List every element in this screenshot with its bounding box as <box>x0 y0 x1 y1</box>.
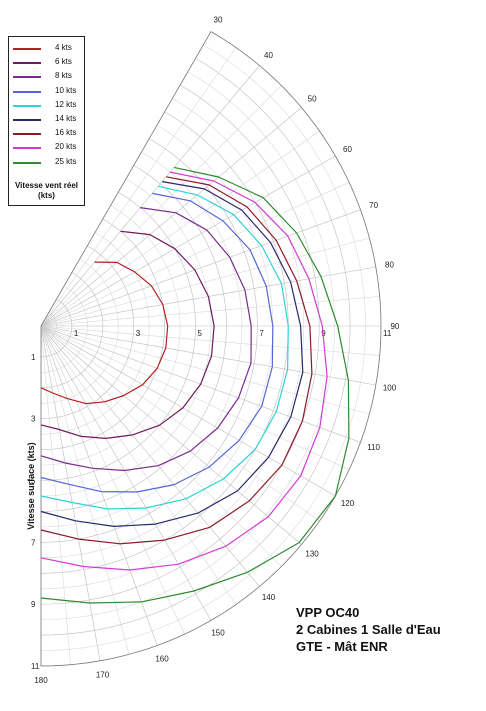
legend-label: 10 kts <box>55 85 77 95</box>
legend-label: 8 kts <box>55 71 72 81</box>
legend-swatch <box>13 90 41 93</box>
grid-spoke <box>41 325 302 545</box>
radial-tick-label: 11 <box>31 662 40 671</box>
radial-tick-label: 3 <box>31 415 36 424</box>
radial-tick-label: 1 <box>74 329 79 338</box>
angle-tick-label: 180 <box>34 676 48 685</box>
legend-label: 14 kts <box>55 114 77 123</box>
radial-tick-label: 5 <box>198 329 203 338</box>
grid-ring <box>41 58 351 636</box>
radial-tick-label: 11 <box>383 329 392 338</box>
angle-tick-label: 40 <box>264 51 273 60</box>
grid-group <box>41 31 381 667</box>
radial-tick-label: 3 <box>136 329 141 338</box>
angle-tick-label: 50 <box>308 95 317 104</box>
legend-label: 12 kts <box>55 99 77 109</box>
grid-spoke <box>41 325 237 605</box>
grid-spoke <box>41 325 376 386</box>
grid-ring <box>41 44 366 651</box>
legend: Vitesse vent réel (kts) 4 kts 6 kts 8 kts 1… <box>8 36 85 206</box>
legend-swatch <box>13 48 41 50</box>
grid-spoke <box>41 209 361 327</box>
angle-tick-label: 120 <box>341 499 355 508</box>
angle-tick-label: 90 <box>390 322 399 331</box>
grid-spoke <box>41 107 302 327</box>
angle-tick-label: 100 <box>383 384 397 393</box>
radial-tick-label: 7 <box>31 538 36 547</box>
grid-spoke <box>41 325 101 661</box>
radial-tick-label: 9 <box>321 329 326 338</box>
grid-ring <box>41 205 181 466</box>
grid-spoke <box>41 325 282 567</box>
radial-tick-label: 5 <box>31 477 36 486</box>
angle-tick-label: 150 <box>211 629 225 638</box>
series-curve <box>40 171 328 571</box>
grid-spoke <box>41 325 320 522</box>
radial-tick-label: 7 <box>259 329 264 338</box>
grid-ring <box>41 165 227 512</box>
grid-ring <box>41 178 212 497</box>
legend-label: 6 kts <box>55 57 72 67</box>
angle-tick-label: 160 <box>155 655 169 664</box>
grid-spoke <box>41 325 380 356</box>
legend-label: 4 kts <box>55 43 72 52</box>
angle-tick-label: 60 <box>343 145 352 154</box>
angle-tick-label: 110 <box>367 443 380 452</box>
angle-tick-label: 170 <box>96 671 110 680</box>
grid-spoke <box>41 130 320 327</box>
angle-tick-label: 70 <box>369 201 378 210</box>
legend-swatch <box>13 133 41 136</box>
grid-spoke <box>41 325 185 635</box>
radial-tick-label: 1 <box>31 353 36 362</box>
radial-tick-label: 9 <box>31 600 36 609</box>
legend-swatch <box>13 147 41 150</box>
legend-swatch <box>13 161 41 164</box>
title-line-1: VPP OC40 <box>296 605 360 620</box>
series-curve <box>40 207 252 472</box>
angle-tick-label: 80 <box>385 261 394 270</box>
angle-tick-label: 130 <box>305 550 319 559</box>
title-line-2: 2 Cabines 1 Salle d'Eau <box>296 622 441 637</box>
chart-title-block: VPP OC40 2 Cabines 1 Salle d'Eau GTE - M… <box>296 604 441 655</box>
legend-label: 25 kts <box>55 156 77 166</box>
grid-spoke <box>41 325 158 646</box>
grid-spoke <box>41 325 336 497</box>
grid-spoke <box>41 47 237 327</box>
grid-ring <box>41 71 335 620</box>
legend-title: Vitesse vent réel (kts) <box>14 181 78 200</box>
grid-spoke <box>41 325 370 415</box>
series-curve <box>40 192 274 493</box>
grid-spoke <box>41 325 71 665</box>
grid-spoke <box>41 65 260 327</box>
series-curve <box>40 261 169 405</box>
grid-spoke <box>41 325 350 470</box>
grid-spoke <box>41 296 380 327</box>
angle-tick-label: 30 <box>214 16 223 25</box>
grid-ring <box>41 31 381 667</box>
series-curve <box>40 185 289 510</box>
grid-spoke <box>41 325 212 621</box>
legend-label: 20 kts <box>55 142 77 152</box>
title-line-3: GTE - Mât ENR <box>296 639 388 654</box>
grid-spoke <box>41 325 260 587</box>
series-curve <box>40 176 313 545</box>
grid-spoke <box>41 237 370 327</box>
series-curve <box>40 181 304 527</box>
legend-swatch <box>13 104 41 107</box>
series-curve <box>40 230 215 439</box>
legend-swatch <box>13 119 41 121</box>
grid-spoke <box>41 182 350 327</box>
grid-spoke <box>41 325 130 655</box>
series-curve <box>40 166 350 604</box>
angle-tick-label: 140 <box>262 593 276 602</box>
grid-spoke <box>41 85 282 327</box>
legend-label: 16 kts <box>55 128 77 138</box>
legend-swatch <box>13 62 41 65</box>
polar-boundary <box>40 31 382 667</box>
grid-spoke <box>41 155 336 327</box>
radial-axis-label: Vitesse surface (kts) <box>26 442 36 530</box>
legend-swatch <box>13 76 41 79</box>
